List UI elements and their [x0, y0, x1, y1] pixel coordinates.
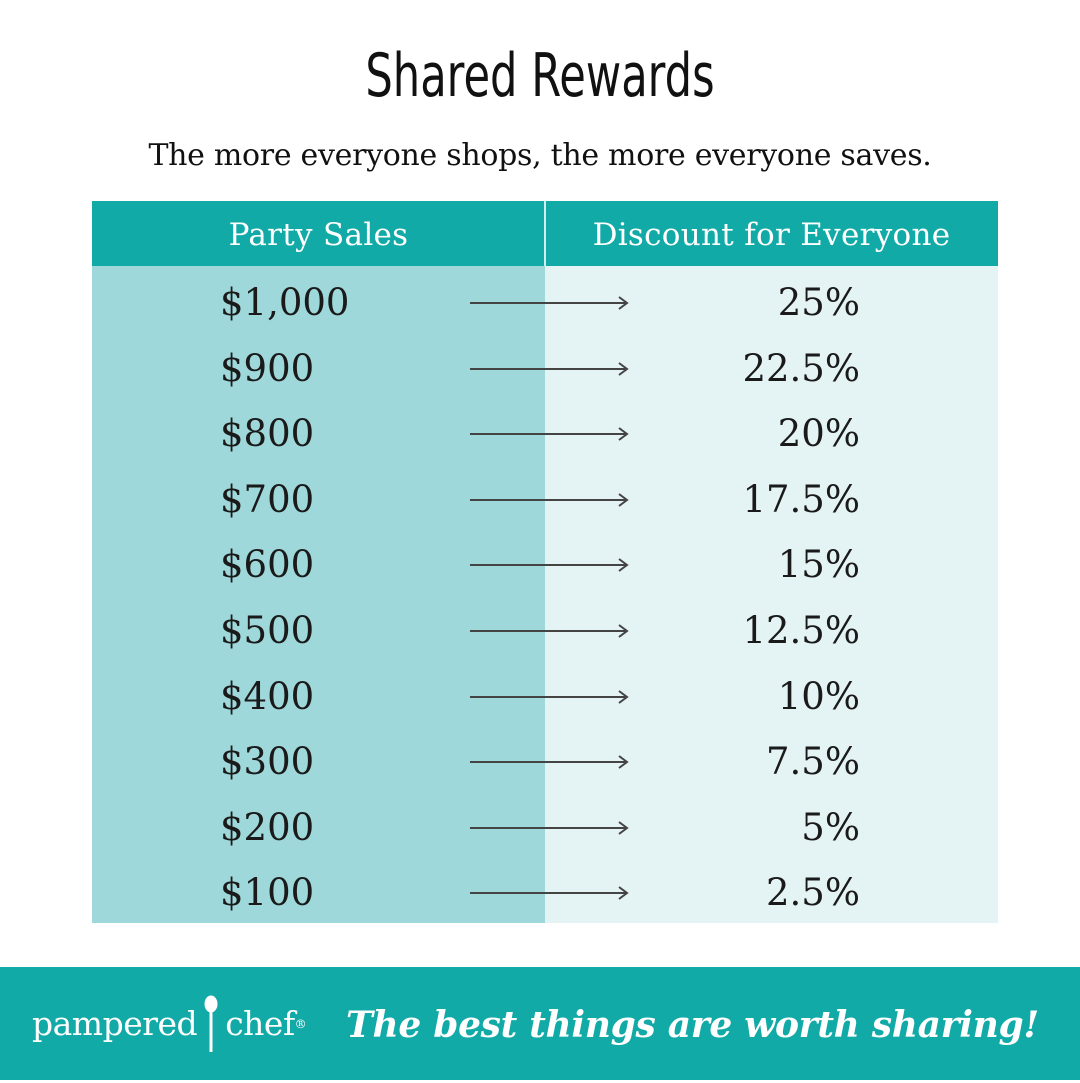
spoon-icon [204, 995, 218, 1052]
table-row: $100 2.5% [92, 860, 998, 926]
table-row: $400 10% [92, 664, 998, 730]
registered-mark-icon: ® [294, 1016, 307, 1031]
page-title: Shared Rewards [365, 41, 715, 111]
table-row: $900 22.5% [92, 336, 998, 402]
table-header: Party Sales Discount for Everyone [92, 201, 998, 266]
party-sales-value: $400 [220, 674, 315, 718]
discount-column [545, 201, 998, 923]
footer-banner: pampered chef ® The best things are wort… [0, 967, 1080, 1080]
arrow-right-icon [470, 755, 629, 769]
arrow-right-icon [470, 558, 629, 573]
table-row: $500 12.5% [92, 598, 998, 664]
arrow-right-icon [470, 820, 629, 835]
party-sales-column [92, 201, 545, 923]
tagline: The best things are worth sharing! [346, 1004, 1039, 1046]
discount-value: 20% [777, 412, 860, 456]
table-row: $200 5% [92, 795, 998, 861]
brand-name-right: chef [225, 1004, 295, 1043]
party-sales-value: $300 [220, 740, 315, 784]
rewards-table: Party Sales Discount for Everyone $1,000… [92, 201, 998, 923]
discount-value: 15% [777, 543, 860, 587]
header-discount: Discount for Everyone [592, 217, 951, 253]
arrow-right-icon [470, 361, 629, 376]
party-sales-value: $1,000 [220, 281, 350, 324]
arrow-right-icon [470, 492, 629, 507]
arrow-right-icon [470, 886, 629, 901]
table-row: $1,000 25% [92, 270, 998, 336]
party-sales-value: $100 [220, 871, 315, 915]
party-sales-value: $700 [220, 477, 315, 521]
discount-value: 2.5% [766, 871, 860, 915]
discount-value: 17.5% [742, 477, 860, 521]
discount-value: 10% [777, 674, 860, 718]
header-party-sales: Party Sales [228, 217, 409, 253]
discount-value: 12.5% [742, 609, 860, 652]
party-sales-value: $500 [220, 609, 315, 652]
header-divider [544, 201, 546, 266]
brand-name-left: pampered [32, 1004, 198, 1043]
party-sales-value: $600 [220, 543, 315, 587]
party-sales-value: $900 [220, 346, 315, 390]
arrow-right-icon [470, 689, 629, 704]
party-sales-value: $200 [220, 805, 315, 849]
table-row: $700 17.5% [92, 467, 998, 533]
discount-value: 25% [777, 281, 860, 324]
page-subtitle: The more everyone shops, the more everyo… [148, 138, 932, 173]
brand-logo: pampered chef ® [32, 967, 307, 1080]
discount-value: 7.5% [766, 740, 860, 784]
table-row: $300 7.5% [92, 729, 998, 795]
table-row: $800 20% [92, 401, 998, 467]
arrow-right-icon [470, 624, 629, 638]
arrow-right-icon [470, 296, 629, 310]
discount-value: 5% [801, 805, 860, 849]
arrow-right-icon [470, 427, 629, 441]
table-row: $600 15% [92, 532, 998, 598]
party-sales-value: $800 [220, 412, 315, 456]
discount-value: 22.5% [742, 346, 860, 390]
